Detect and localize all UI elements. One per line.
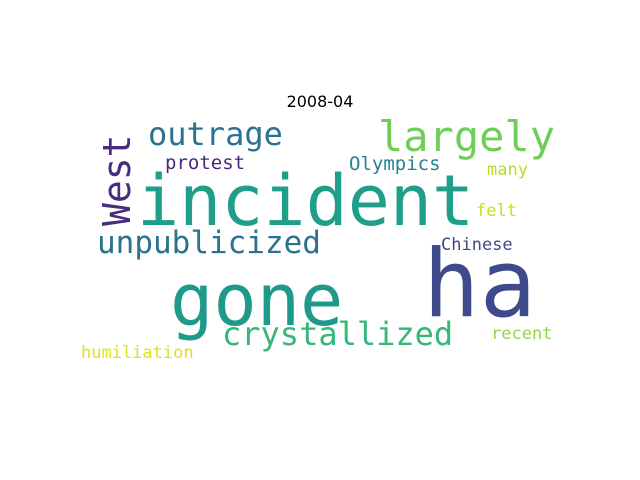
word-many: many	[487, 160, 528, 180]
figure-title: 2008-04	[286, 92, 354, 111]
word-ha: ha	[423, 230, 537, 339]
word-chinese: Chinese	[441, 235, 513, 255]
word-unpublicized: unpublicized	[97, 225, 321, 261]
word-outrage: outrage	[148, 115, 283, 153]
word-felt: felt	[476, 201, 517, 221]
word-olympics: Olympics	[349, 153, 441, 175]
word-west: West	[95, 134, 139, 226]
word-gone: gone	[170, 258, 344, 342]
word-recent: recent	[491, 324, 553, 344]
word-incident: incident	[137, 160, 475, 242]
word-humiliation: humiliation	[81, 343, 194, 363]
word-protest: protest	[165, 152, 246, 174]
word-crystallized: crystallized	[222, 315, 454, 353]
word-largely: largely	[378, 112, 556, 161]
